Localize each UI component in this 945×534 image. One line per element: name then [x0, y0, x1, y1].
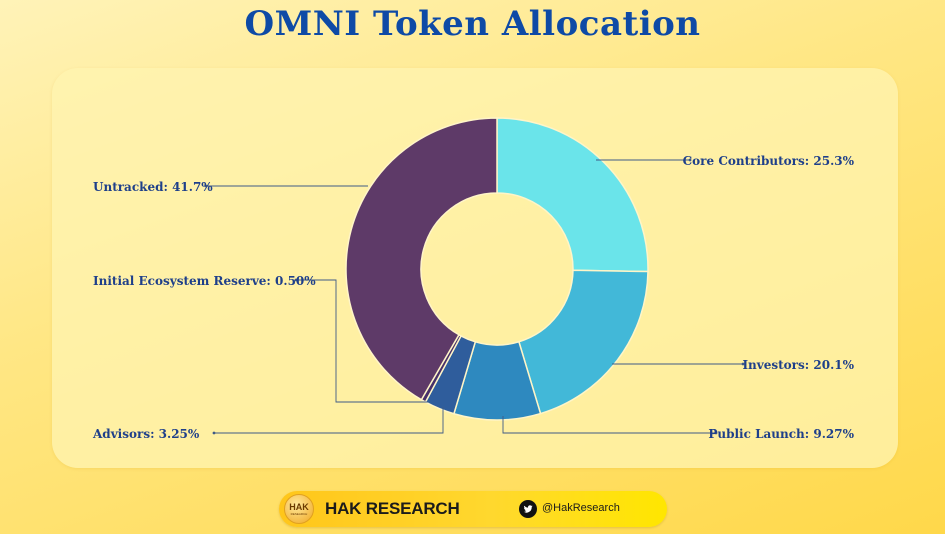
- brand-name: HAK RESEARCH: [325, 499, 460, 518]
- leader-dot-initial-ecosystem-reserve: [294, 278, 298, 282]
- logo-subtext: RESEARCH: [290, 512, 308, 516]
- leader-dot-public-launch: [714, 431, 718, 435]
- leader-dot-untracked: [204, 184, 208, 188]
- leader-line-initial-ecosystem-reserve: [296, 279, 428, 403]
- twitter-bird-icon[interactable]: [519, 500, 537, 518]
- label-public-launch: Public Launch: 9.27%: [708, 427, 854, 441]
- leader-line-public-launch: [502, 416, 716, 434]
- label-untracked: Untracked: 41.7%: [93, 180, 213, 194]
- label-initial-ecosystem-reserve: Initial Ecosystem Reserve: 0.50%: [93, 274, 316, 288]
- leader-dot-core-contributors: [688, 158, 692, 162]
- chart-title: OMNI Token Allocation: [244, 4, 701, 44]
- footer-banner: HAK RESEARCH HAK RESEARCH @HakResearch: [279, 491, 667, 527]
- slice-untracked[interactable]: [345, 117, 498, 401]
- leader-dot-advisors: [212, 431, 216, 435]
- twitter-handle[interactable]: @HakResearch: [542, 502, 620, 514]
- leader-dot-investors: [741, 362, 745, 366]
- slice-investors[interactable]: [517, 269, 649, 415]
- slice-core-contributors[interactable]: [496, 117, 649, 273]
- leader-line-advisors: [214, 407, 444, 434]
- hak-logo: HAK RESEARCH: [284, 494, 314, 524]
- label-core-contributors: Core Contributors: 25.3%: [683, 154, 855, 168]
- label-investors: Investors: 20.1%: [742, 358, 854, 372]
- label-advisors: Advisors: 3.25%: [92, 427, 200, 441]
- logo-text: HAK: [289, 502, 309, 512]
